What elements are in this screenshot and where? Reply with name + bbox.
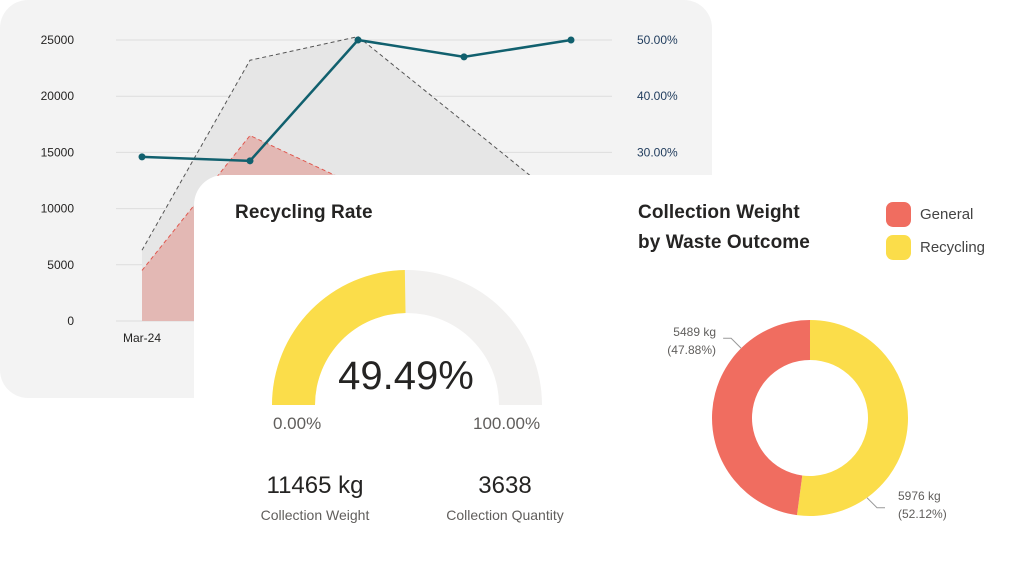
kpi-collection-quantity: 3638 Collection Quantity	[424, 469, 586, 523]
legend-label: General	[920, 206, 974, 223]
legend-swatch	[886, 202, 911, 227]
recycling-data-label-value: 5976 kg	[898, 489, 941, 503]
donut-title-line-2: by Waste Outcome	[638, 232, 810, 253]
donut-slice-recycling	[796, 320, 908, 516]
gauge-title: Recycling Rate	[235, 202, 373, 223]
y-right-tick-label: 30.00%	[637, 145, 678, 159]
y-left-tick-label: 10000	[41, 202, 75, 216]
y-left-tick-label: 15000	[41, 145, 75, 159]
general-leader-line	[723, 337, 742, 349]
y-left-tick-label: 25000	[41, 33, 75, 47]
donut-title-line-1: Collection Weight	[638, 202, 800, 223]
gauge-max-label: 100.00%	[473, 414, 541, 433]
general-data-label-percent: (47.88%)	[667, 343, 716, 357]
general-data-label-value: 5489 kg	[673, 325, 716, 339]
recycling-leader-line	[866, 497, 886, 509]
donut-legend: General Recycling	[886, 198, 985, 264]
recycling-rate-point	[138, 153, 146, 161]
kpi-label: Collection Quantity	[446, 507, 564, 523]
legend-swatch	[886, 235, 911, 260]
recycling-rate-point	[354, 36, 362, 44]
x-tick-label: Mar-24	[123, 331, 161, 345]
y-right-tick-label: 50.00%	[637, 33, 678, 47]
recycling-rate-point	[246, 157, 254, 165]
donut-title: Collection Weight by Waste Outcome	[638, 198, 810, 258]
y-right-tick-label: 40.00%	[637, 89, 678, 103]
y-left-tick-label: 0	[67, 314, 74, 328]
kpi-collection-weight: 11465 kg Collection Weight	[234, 469, 396, 523]
legend-item-general[interactable]: General	[886, 198, 985, 231]
recycling-data-label-percent: (52.12%)	[898, 507, 947, 521]
kpi-value: 11465 kg	[266, 472, 364, 499]
general-area-outline	[141, 134, 359, 271]
kpi-label: Collection Weight	[260, 507, 370, 523]
gauge-min-label: 0.00%	[273, 414, 322, 433]
kpi-value: 3638	[478, 472, 532, 499]
gauge-fill	[272, 270, 406, 405]
recycling-rate-gauge	[272, 270, 542, 405]
y-left-tick-label: 5000	[47, 258, 74, 272]
y-left-tick-label: 20000	[41, 89, 75, 103]
legend-item-recycling[interactable]: Recycling	[886, 231, 985, 264]
recycling-rate-point	[567, 36, 575, 44]
recycling-rate-point	[460, 53, 468, 61]
donut-slice-general	[711, 320, 810, 516]
waste-outcome-donut: 5489 kg (47.88%) 5976 kg (52.12%)	[667, 320, 947, 521]
gauge-value: 49.49%	[338, 354, 474, 398]
legend-label: Recycling	[920, 239, 986, 256]
